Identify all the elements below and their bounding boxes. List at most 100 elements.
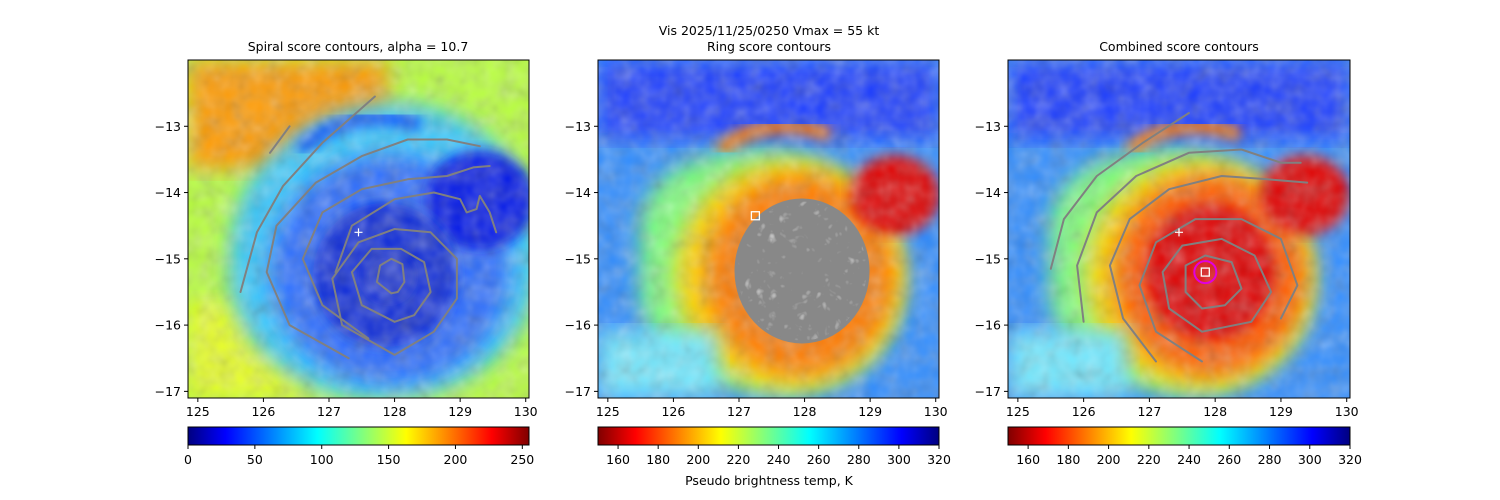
panel-1-x-ticks: 125 126 127 128 129 130: [186, 398, 538, 419]
colorbar-tick-label: 280: [847, 452, 871, 467]
x-tick-label: 125: [186, 404, 210, 419]
x-tick-label: 125: [1006, 404, 1030, 419]
colorbar-tick-label: 300: [887, 452, 911, 467]
y-tick-label: −17: [975, 384, 1001, 399]
colorbar-3-frame: [1007, 426, 1351, 446]
colorbar-tick-label: 220: [1137, 452, 1161, 467]
colorbar-tick-label: 0: [184, 452, 192, 467]
colorbar-tick-label: 260: [807, 452, 831, 467]
panel-ring: Ring score contours 125 126 127 128 129 130 −…: [565, 39, 951, 488]
x-tick-label: 127: [1137, 404, 1161, 419]
panel-2-y-ticks: −13 −14 −15 −16 −17: [565, 119, 598, 399]
contour-line: [331, 228, 458, 356]
y-tick-label: −13: [565, 119, 591, 134]
spiral-markers: [354, 228, 363, 237]
panel-3-x-ticks: 125 126 127 128 129 130: [1006, 398, 1359, 419]
colorbar-3-gradient: [1008, 427, 1350, 445]
colorbar-3-ticks: 160 180 200 220 240 260 280 300 320: [1016, 445, 1362, 467]
panel-1-title: Spiral score contours, alpha = 10.7: [248, 39, 469, 54]
panel-3-frame: [1007, 59, 1351, 399]
colorbar-tick-label: 260: [1217, 452, 1241, 467]
combined-contours: [1049, 112, 1309, 363]
contour-line: [301, 165, 491, 340]
contour-line: [265, 138, 481, 360]
contour-line: [269, 125, 291, 154]
contour-line: [1138, 218, 1299, 363]
x-tick-label: 129: [1269, 404, 1293, 419]
center-circle-marker: [1193, 260, 1218, 285]
contour-line: [239, 95, 376, 293]
contour-line: [1108, 175, 1309, 363]
panel-1-frame: [187, 59, 530, 399]
x-tick-label: 125: [596, 404, 620, 419]
x-tick-label: 128: [793, 404, 817, 419]
x-tick-label: 126: [1072, 404, 1096, 419]
center-square-marker: [1200, 267, 1210, 277]
colorbar-tick-label: 220: [726, 452, 750, 467]
panel-2-title: Ring score contours: [707, 39, 831, 54]
x-tick-label: 129: [448, 404, 472, 419]
colorbar-tick-label: 200: [1097, 452, 1121, 467]
y-tick-label: −17: [155, 384, 181, 399]
colorbar-2-gradient: [598, 427, 939, 445]
colorbar-1-gradient: [188, 427, 529, 445]
spiral-imagery: [188, 60, 529, 398]
colorbar-tick-label: 50: [247, 452, 263, 467]
center-plus-marker: [354, 228, 363, 237]
ring-imagery: [598, 60, 939, 398]
colorbar-tick-label: 180: [646, 452, 670, 467]
colorbar-tick-label: 180: [1056, 452, 1080, 467]
y-tick-label: −13: [155, 119, 181, 134]
contour-line: [375, 257, 406, 295]
colorbar-tick-label: 160: [1016, 452, 1040, 467]
y-tick-label: −14: [155, 185, 181, 200]
colorbar-2-label: Pseudo brightness temp, K: [685, 473, 854, 488]
contour-line: [1076, 148, 1302, 323]
contour-line: [1184, 254, 1243, 310]
panel-3-y-ticks: −13 −14 −15 −16 −17: [975, 119, 1008, 399]
center-plus-marker: [1175, 228, 1183, 237]
colorbar-tick-label: 240: [767, 452, 791, 467]
colorbar-2-frame: [597, 426, 940, 446]
spiral-contours: [239, 95, 498, 360]
contour-line: [1161, 237, 1273, 333]
y-tick-label: −17: [565, 384, 591, 399]
panel-combined: Combined score contours 125 126 127 128 129 1…: [975, 39, 1362, 467]
x-tick-label: 129: [858, 404, 882, 419]
x-tick-label: 127: [727, 404, 751, 419]
x-tick-label: 126: [251, 404, 275, 419]
x-tick-label: 128: [383, 404, 407, 419]
combined-markers: [1175, 228, 1218, 285]
y-tick-label: −16: [975, 318, 1001, 333]
x-tick-label: 130: [924, 404, 948, 419]
contour-line: [334, 191, 498, 274]
y-tick-label: −14: [975, 185, 1001, 200]
center-square-marker: [750, 211, 761, 221]
colorbar-tick-label: 320: [927, 452, 951, 467]
colorbar-tick-label: 240: [1177, 452, 1201, 467]
y-tick-label: −16: [155, 318, 181, 333]
panel-spiral: Spiral score contours, alpha = 10.7 125 1…: [155, 39, 538, 467]
y-tick-label: −13: [975, 119, 1001, 134]
colorbar-1-ticks: 0 50 100 150 200 250: [184, 445, 534, 467]
panel-1-y-ticks: −13 −14 −15 −16 −17: [155, 119, 188, 399]
x-tick-label: 128: [1203, 404, 1227, 419]
colorbar-tick-label: 280: [1258, 452, 1282, 467]
y-tick-label: −15: [975, 251, 1001, 266]
panel-2-frame: [597, 59, 940, 399]
x-tick-label: 127: [317, 404, 341, 419]
x-tick-label: 130: [514, 404, 538, 419]
panel-3-title: Combined score contours: [1099, 39, 1259, 54]
y-tick-label: −16: [565, 318, 591, 333]
y-tick-label: −14: [565, 185, 591, 200]
colorbar-tick-label: 200: [686, 452, 710, 467]
colorbar-1-frame: [187, 426, 530, 446]
colorbar-tick-label: 200: [444, 452, 468, 467]
colorbar-tick-label: 250: [510, 452, 534, 467]
figure-suptitle: Vis 2025/11/25/0250 Vmax = 55 kt: [659, 23, 880, 38]
x-tick-label: 130: [1335, 404, 1359, 419]
contour-line: [350, 247, 432, 323]
ring-markers: [750, 211, 761, 221]
colorbar-tick-label: 300: [1298, 452, 1322, 467]
